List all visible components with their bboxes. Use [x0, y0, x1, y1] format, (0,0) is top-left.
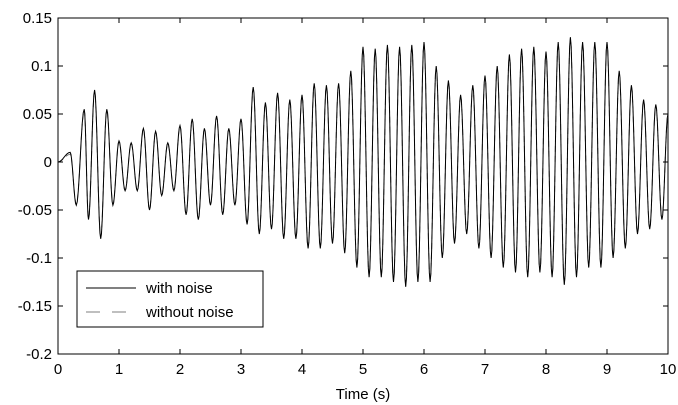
x-tick-label: 9 — [603, 361, 611, 378]
x-tick-label: 2 — [176, 361, 184, 378]
x-tick-label: 4 — [298, 361, 306, 378]
legend-label-without-noise: without noise — [145, 304, 234, 321]
y-tick-label: -0.05 — [18, 202, 52, 219]
ticks-layer — [57, 17, 669, 355]
x-tick-label: 10 — [660, 361, 677, 378]
legend-box — [76, 270, 264, 328]
x-tick-label: 3 — [237, 361, 245, 378]
x-tick-label: 1 — [115, 361, 123, 378]
series-with-noise-line — [57, 37, 669, 287]
legend: with noise without noise — [76, 270, 264, 328]
x-tick-label: 6 — [420, 361, 428, 378]
series-layer — [57, 37, 669, 287]
x-tick-label: 8 — [542, 361, 550, 378]
y-tick-label: -0.15 — [18, 298, 52, 315]
legend-label-with-noise: with noise — [145, 280, 213, 297]
y-tick-label: 0.05 — [23, 106, 52, 123]
y-tick-label: 0 — [44, 154, 52, 171]
y-tick-label: 0.15 — [23, 10, 52, 27]
x-tick-label: 7 — [481, 361, 489, 378]
x-tick-label: 5 — [359, 361, 367, 378]
y-tick-label: 0.1 — [31, 58, 52, 75]
y-tick-label: -0.1 — [26, 250, 52, 267]
x-axis-label: Time (s) — [336, 386, 390, 403]
x-tick-label: 0 — [54, 361, 62, 378]
y-tick-label: -0.2 — [26, 346, 52, 363]
